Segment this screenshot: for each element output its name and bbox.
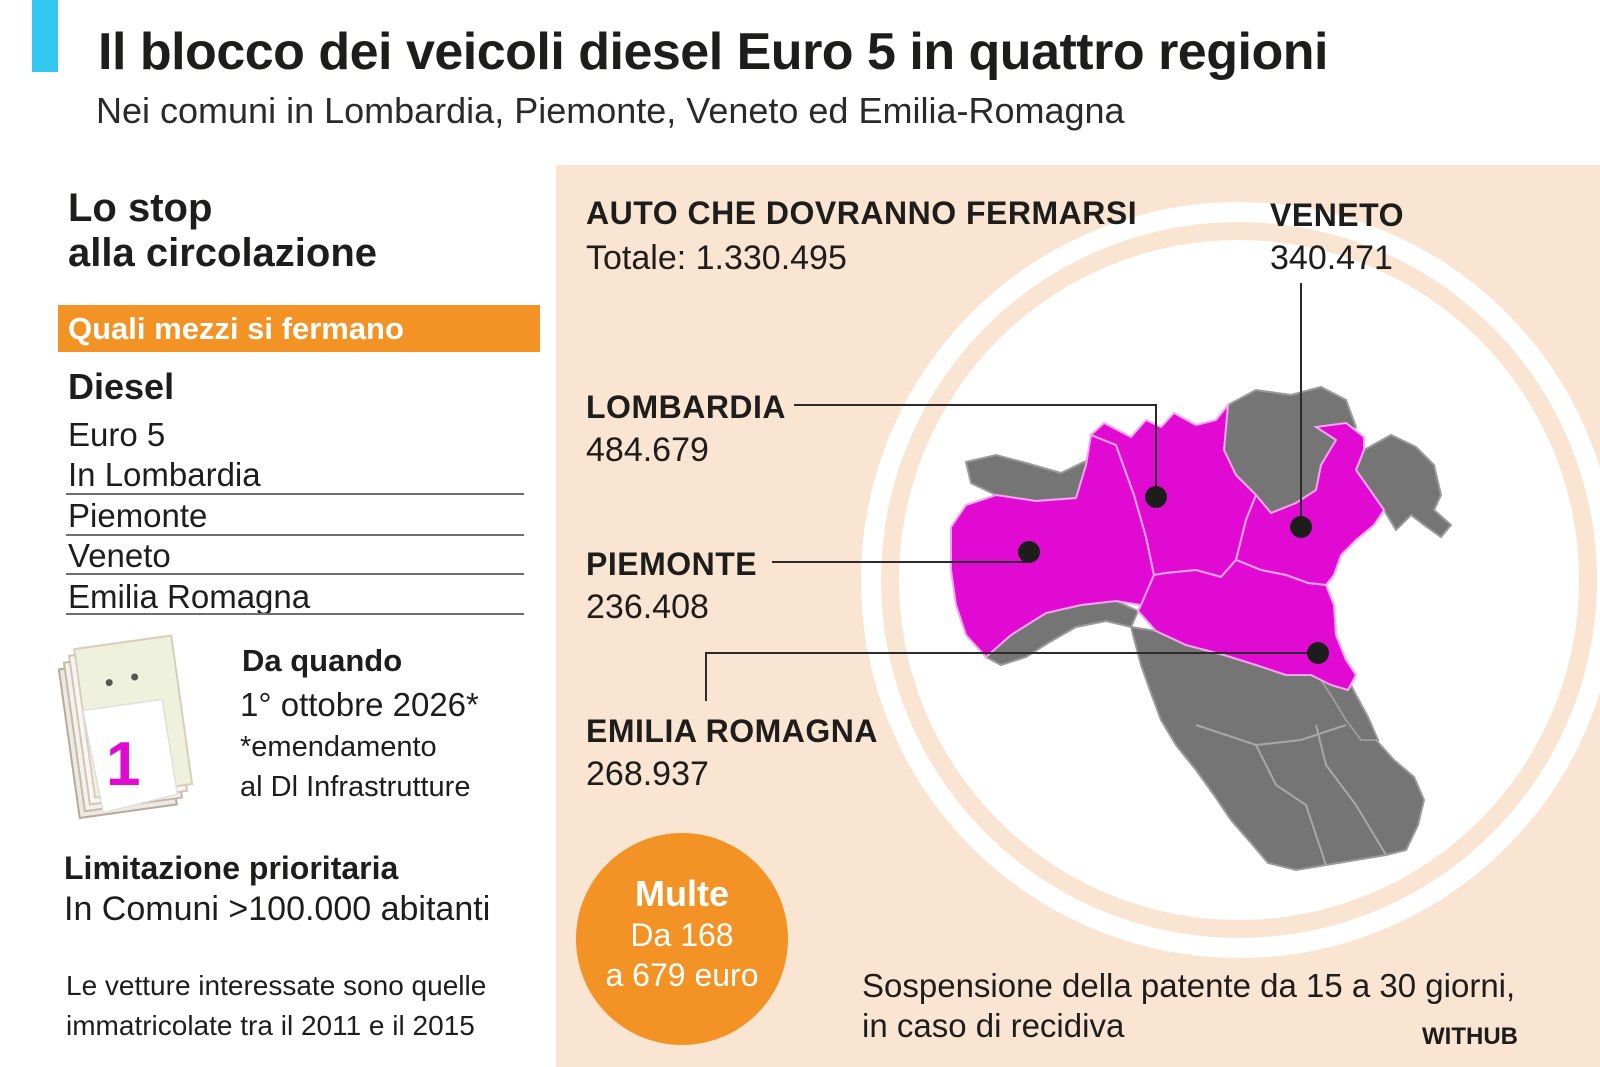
list-item: In Lombardia bbox=[68, 456, 261, 493]
leader-emilia-romagna bbox=[705, 652, 1318, 701]
region-label-piemonte: PIEMONTE bbox=[586, 546, 758, 582]
calendar-icon: 1 bbox=[57, 634, 194, 820]
start-date: 1° ottobre 2026* bbox=[240, 686, 479, 723]
section-title-line1: Lo stop bbox=[68, 186, 213, 230]
fines-line2: a 679 euro bbox=[605, 957, 759, 993]
region-emilia-romagna bbox=[1136, 558, 1358, 692]
date-note-line2: al Dl Infrastrutture bbox=[240, 771, 471, 803]
vehicles-band: Quali mezzi si fermano bbox=[58, 305, 540, 352]
suspension-line1: Sospensione della patente da 15 a 30 gio… bbox=[862, 967, 1516, 1004]
section-title-line2: alla circolazione bbox=[68, 231, 378, 275]
dot-emilia-romagna bbox=[1307, 642, 1329, 664]
list-item: Euro 5 bbox=[68, 416, 166, 453]
dot-lombardia bbox=[1145, 486, 1167, 508]
fines-title: Multe bbox=[635, 873, 729, 914]
page-title: Il blocco dei veicoli diesel Euro 5 in q… bbox=[98, 23, 1328, 81]
dot-piemonte bbox=[1018, 541, 1040, 563]
date-note-line1: *emendamento bbox=[240, 731, 437, 763]
limitation-title: Limitazione prioritaria bbox=[64, 850, 399, 886]
region-lombardia bbox=[1089, 401, 1258, 579]
leader-lombardia bbox=[794, 404, 1157, 497]
footnote-line2: immatricolate tra il 2011 e il 2015 bbox=[66, 1010, 475, 1041]
halo-ring bbox=[861, 202, 1600, 958]
divider bbox=[66, 493, 524, 495]
region-label-veneto: VENETO bbox=[1270, 197, 1404, 233]
highlight-regions bbox=[950, 401, 1386, 692]
divider bbox=[66, 573, 524, 575]
map-graphic bbox=[705, 202, 1600, 958]
list-item: Piemonte bbox=[68, 497, 208, 534]
fuel-type: Diesel bbox=[68, 366, 175, 407]
vehicles-band-label: Quali mezzi si fermano bbox=[68, 311, 404, 346]
page-subtitle: Nei comuni in Lombardia, Piemonte, Venet… bbox=[96, 90, 1125, 131]
dot-veneto bbox=[1290, 516, 1312, 538]
fines-line1: Da 168 bbox=[630, 917, 734, 953]
total-title: AUTO CHE DOVRANNO FERMARSI bbox=[586, 195, 1138, 231]
map-panel: AUTO CHE DOVRANNO FERMARSI Totale: 1.330… bbox=[556, 165, 1600, 1067]
suspension-line2: in caso di recidiva bbox=[862, 1007, 1125, 1044]
other-regions bbox=[964, 385, 1453, 872]
divider bbox=[66, 534, 524, 536]
region-value-lombardia: 484.679 bbox=[586, 431, 709, 469]
section-title: Lo stop alla circolazione bbox=[68, 186, 377, 276]
region-label-emilia-romagna: EMILIA ROMAGNA bbox=[586, 713, 879, 749]
leader-lines bbox=[705, 283, 1318, 701]
list-item: Emilia Romagna bbox=[68, 578, 311, 615]
since-label: Da quando bbox=[242, 643, 403, 678]
calendar-digit: 1 bbox=[106, 730, 140, 799]
region-dots bbox=[1018, 486, 1329, 664]
region-value-emilia-romagna: 268.937 bbox=[586, 755, 709, 793]
region-value-piemonte: 236.408 bbox=[586, 588, 709, 626]
fines-badge: Multe Da 168 a 679 euro bbox=[576, 833, 788, 1045]
region-label-lombardia: LOMBARDIA bbox=[586, 389, 787, 425]
region-borders bbox=[1195, 724, 1387, 866]
region-value-veneto: 340.471 bbox=[1270, 239, 1393, 277]
divider bbox=[66, 613, 524, 615]
footnote-line1: Le vetture interessate sono quelle bbox=[66, 970, 487, 1001]
total-value: Totale: 1.330.495 bbox=[586, 239, 847, 277]
credit-label: WITHUB bbox=[1422, 1023, 1518, 1050]
list-item: Veneto bbox=[68, 537, 171, 574]
limitation-text: In Comuni >100.000 abitanti bbox=[64, 890, 491, 928]
title-accent-bar bbox=[32, 0, 58, 72]
